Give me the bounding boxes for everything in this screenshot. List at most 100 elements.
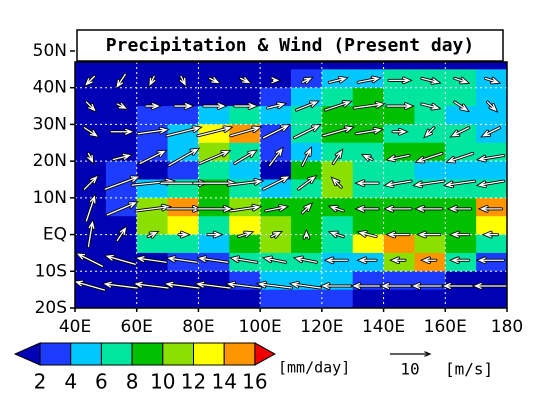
wind-arrow (475, 179, 506, 189)
arrow-body (422, 257, 437, 264)
precip-cell (445, 161, 477, 180)
precip-cell (383, 69, 415, 89)
arrow-body (445, 180, 476, 188)
precip-cell (321, 106, 354, 125)
arrow-body (447, 152, 474, 163)
precip-cell (352, 161, 385, 180)
wind-arrow (410, 282, 448, 290)
precip-cell (383, 87, 415, 107)
y-tick-label: 10S (35, 261, 67, 281)
x-tick-label: 60E (121, 317, 153, 337)
arrow-body (329, 231, 344, 238)
arrow-body (137, 127, 168, 135)
arrow-body (228, 178, 263, 186)
arrow-body (263, 256, 287, 263)
precip-cell (229, 87, 261, 107)
precip-cell (291, 234, 323, 254)
precip-cell (105, 124, 138, 144)
precip-cell (136, 106, 169, 125)
precip-cell (445, 289, 477, 308)
arrow-body (234, 103, 257, 110)
arrow-body (473, 282, 507, 289)
arrow-body (356, 180, 379, 187)
arrow-body (477, 180, 505, 188)
arrow-body (387, 154, 410, 162)
precip-cell (476, 87, 507, 107)
arrow-body (104, 176, 139, 190)
arrow-body (477, 257, 505, 264)
arrow-body (196, 281, 231, 289)
colorbar-patch (39, 342, 72, 366)
precip-cell (321, 234, 354, 254)
arrow-body (352, 282, 383, 289)
arrow-body (103, 281, 138, 289)
colorbar-patch (13, 342, 41, 366)
wind-arrow (442, 179, 477, 189)
arrow-body (198, 256, 229, 263)
wind-arrow (105, 201, 139, 217)
wind-arrow (302, 228, 311, 240)
arrow-body (75, 280, 106, 291)
wind-arrow (111, 153, 134, 161)
precip-cell (105, 234, 138, 254)
wind-arrow (229, 125, 263, 138)
arrow-body (262, 176, 290, 190)
colorbar-patch (223, 342, 256, 366)
precip-cell (260, 289, 292, 308)
arrow-body (414, 180, 445, 188)
wind-arrow (486, 100, 499, 113)
wind-arrow (296, 174, 318, 191)
wind-arrow (84, 193, 97, 223)
arrow-body (76, 253, 104, 267)
arrow-body (179, 75, 186, 86)
wind-arrow (75, 279, 106, 292)
wind-arrow (389, 256, 407, 265)
y-tick-label: 50N (33, 41, 67, 61)
precip-cell (260, 106, 292, 125)
precip-cell (75, 161, 107, 180)
x-tick-label: 180 (491, 317, 523, 337)
precip-cell (352, 106, 385, 125)
map-frame (74, 61, 508, 309)
wind-arrow (144, 102, 162, 110)
arrow-body (321, 282, 352, 289)
arrow-body (421, 77, 440, 84)
arrow-body (385, 180, 412, 188)
precip-cell (414, 106, 446, 125)
arrow-body (85, 101, 96, 112)
y-tick-label: 10N (33, 188, 67, 208)
precip-cell (476, 124, 507, 144)
wind-arrow (331, 148, 344, 165)
precip-cell (291, 289, 323, 308)
wind-arrow (165, 255, 199, 264)
wind-arrow (270, 76, 282, 85)
wind-arrow (109, 127, 136, 136)
arrow-body (391, 257, 406, 264)
wind-arrow (294, 100, 321, 112)
precip-cell (136, 216, 169, 236)
wind-arrow (173, 102, 195, 110)
arrow-body (178, 231, 189, 238)
wind-arrow (208, 76, 222, 85)
arrow-body (262, 125, 290, 139)
wind-arrow (354, 205, 380, 213)
precip-cell (414, 87, 446, 107)
precip-cell (321, 289, 354, 308)
precip-cell (414, 216, 446, 236)
precip-cell (136, 289, 169, 308)
precip-cell (198, 142, 230, 162)
colorbar-patch (100, 342, 133, 366)
arrow-body (416, 205, 443, 212)
precip-cell (321, 161, 354, 180)
wind-arrow (165, 125, 203, 138)
y-tick-label: 30N (33, 114, 67, 134)
arrow-body (87, 220, 95, 248)
precip-cell (383, 289, 415, 308)
wind-arrow (233, 149, 259, 165)
arrow-body (165, 281, 200, 289)
precip-cell (105, 106, 138, 125)
arrow-body (197, 205, 232, 212)
precip-cell (260, 197, 292, 217)
wind-arrow (196, 255, 230, 264)
x-tick-label: 100E (239, 317, 282, 337)
